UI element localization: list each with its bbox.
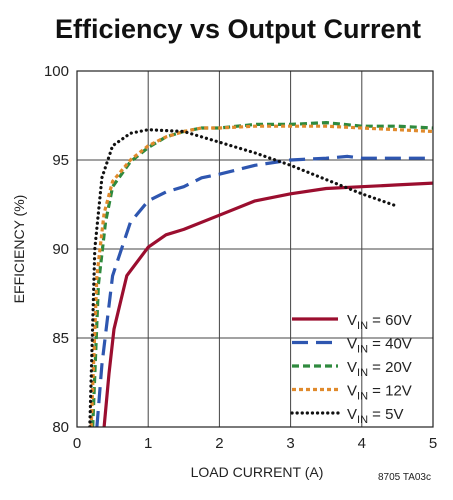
plot-frame <box>76 70 434 428</box>
legend-entry: VIN = 20V <box>347 359 412 379</box>
legend-value: = 40V <box>368 336 412 353</box>
y-tick-label: 80 <box>52 419 69 436</box>
legend-v: V <box>347 336 357 353</box>
x-axis-label: LOAD CURRENT (A) <box>191 464 324 480</box>
legend-entry: VIN = 12V <box>347 383 412 403</box>
legend-subscript: IN <box>357 367 368 379</box>
series-line <box>95 154 433 427</box>
legend-subscript: IN <box>357 414 368 426</box>
y-tick-label: 100 <box>44 63 69 80</box>
series-layer <box>88 121 433 427</box>
x-tick-label: 2 <box>215 435 223 452</box>
legend-entry: VIN = 40V <box>347 336 412 356</box>
legend-value: = 20V <box>368 359 412 376</box>
y-tick-label: 95 <box>52 152 69 169</box>
y-tick-label: 90 <box>52 241 69 258</box>
legend-v: V <box>347 406 357 423</box>
chart-title: Efficiency vs Output Current <box>55 14 421 44</box>
series-line <box>102 181 433 427</box>
x-tick-label: 4 <box>358 435 366 452</box>
series-line <box>89 124 433 427</box>
figure-note: 8705 TA03c <box>378 472 431 483</box>
y-tick-labels: 80 85 90 95 100 <box>44 63 69 436</box>
legend-v: V <box>347 312 357 329</box>
series-line <box>91 121 433 427</box>
legend-value: = 12V <box>368 383 412 400</box>
legend-value: = 60V <box>368 312 412 329</box>
x-tick-label: 3 <box>286 435 294 452</box>
x-tick-labels: 0 1 2 3 4 5 <box>73 435 437 452</box>
series-line <box>88 128 399 427</box>
y-tick-label: 85 <box>52 330 69 347</box>
legend-entry: VIN = 5V <box>347 406 403 426</box>
y-axis-label: EFFICIENCY (%) <box>11 195 27 304</box>
x-tick-label: 5 <box>429 435 437 452</box>
legend-subscript: IN <box>357 391 368 403</box>
legend-subscript: IN <box>357 344 368 356</box>
legend-v: V <box>347 383 357 400</box>
legend-v: V <box>347 359 357 376</box>
legend-entry: VIN = 60V <box>347 312 412 332</box>
legend-subscript: IN <box>357 320 368 332</box>
x-tick-label: 1 <box>144 435 152 452</box>
x-tick-label: 0 <box>73 435 81 452</box>
legend-value: = 5V <box>368 406 403 423</box>
